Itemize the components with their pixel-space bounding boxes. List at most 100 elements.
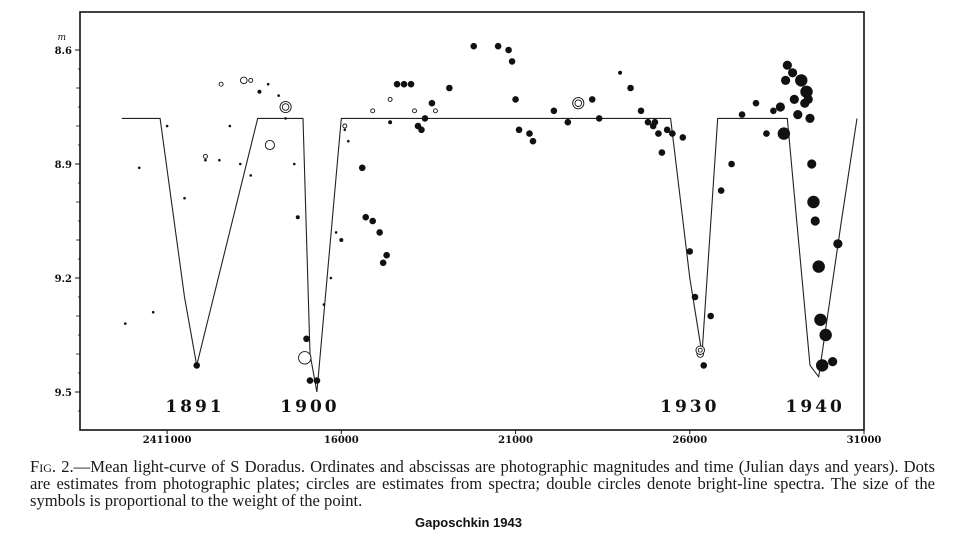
data-point-dot (669, 130, 676, 137)
data-point-dot (777, 127, 791, 140)
data-point-dot (407, 80, 415, 88)
data-point-dot (383, 251, 390, 259)
data-point-dot (505, 46, 512, 54)
data-point-double-circle-inner (281, 103, 290, 111)
figure-caption: Fig. 2.—Mean light-curve of S Doradus. O… (30, 458, 935, 509)
data-point-dot (515, 126, 523, 134)
data-point-circle (342, 123, 348, 129)
data-point-dot (833, 239, 843, 249)
credit-label: Gaposchkin 1943 (415, 515, 522, 530)
data-point-dot (334, 231, 338, 234)
axis-ticks-layer: 2411000 16000 21000 26000 31000 8.6 8.9 9.2 9.5 m (55, 33, 882, 446)
data-point-dot (595, 115, 603, 122)
data-point-dot (418, 126, 425, 134)
data-point-dot (707, 312, 714, 320)
data-point-double-circle-inner (574, 99, 583, 107)
data-point-dot (782, 60, 792, 70)
data-point-dot (738, 111, 746, 118)
data-point-dot (700, 362, 708, 369)
year-label: 1940 (786, 397, 845, 417)
data-point-dot (588, 96, 596, 103)
data-point-dot (151, 310, 155, 314)
data-point-dot (512, 96, 519, 103)
data-point-dot (421, 115, 429, 122)
data-point-dot (204, 158, 207, 162)
data-point-dot (655, 130, 662, 137)
data-point-dot (752, 99, 760, 107)
data-point-circle (370, 108, 376, 114)
data-point-dot (277, 94, 280, 97)
data-point-dot (249, 174, 253, 177)
data-point-dot (810, 216, 820, 226)
data-point-dot (183, 196, 186, 200)
data-point-dot (812, 260, 825, 273)
data-point-dot (446, 84, 453, 92)
data-point-dot (228, 124, 232, 128)
data-point-dot (306, 377, 314, 384)
data-point-dot (379, 259, 387, 267)
data-point-circle (240, 76, 248, 85)
data-point-circle (264, 139, 275, 151)
year-label: 1891 (165, 397, 224, 417)
data-point-dot (362, 213, 370, 221)
data-point-dot (679, 134, 687, 141)
data-point-dot (358, 164, 366, 172)
mean-light-curve (121, 117, 858, 393)
data-point-circle (298, 351, 312, 365)
data-point-dot (663, 126, 671, 134)
data-point-dot (329, 276, 333, 280)
y-unit-label: m (57, 33, 66, 43)
mean-curve-layer (121, 117, 858, 393)
x-tick-label: 21000 (498, 435, 533, 446)
data-point-dot (803, 94, 813, 104)
data-point-dot (193, 362, 201, 369)
data-point-dot (651, 118, 659, 126)
data-point-dot (295, 215, 300, 220)
y-tick-label: 8.9 (55, 160, 72, 171)
data-point-circle (218, 81, 224, 87)
data-point-dot (789, 94, 799, 104)
data-point-dot (728, 160, 735, 168)
data-point-dot (526, 130, 533, 137)
x-tick-label: 26000 (672, 435, 707, 446)
data-point-circle (202, 153, 208, 159)
data-points-layer (123, 42, 843, 384)
data-point-dot (165, 124, 169, 128)
data-point-dot (376, 229, 383, 236)
data-point-dot (393, 80, 401, 88)
data-point-dot (781, 75, 791, 85)
data-point-dot (815, 359, 829, 372)
data-point-dot (343, 128, 347, 132)
y-tick-label: 9.5 (55, 388, 72, 399)
y-tick-label: 9.2 (55, 274, 72, 285)
y-tick-label: 8.6 (55, 46, 72, 57)
data-point-dot (339, 238, 344, 242)
x-tick-label: 16000 (324, 435, 359, 446)
light-curve-chart: 2411000 16000 21000 26000 31000 8.6 8.9 9.2 9.5 m… (55, 11, 882, 446)
data-point-dot (266, 82, 270, 86)
data-point-dot (627, 84, 634, 92)
data-point-dot (550, 107, 558, 115)
data-point-dot (428, 99, 436, 107)
data-point-dot (388, 120, 393, 125)
data-point-dot (775, 102, 785, 112)
data-point-dot (807, 195, 820, 209)
data-point-dot (238, 162, 242, 166)
data-point-dot (800, 85, 813, 99)
data-point-dot (717, 187, 725, 194)
data-point-dot (508, 58, 516, 65)
data-point-dot (787, 68, 798, 78)
data-point-circle (412, 108, 417, 114)
data-point-circle (432, 108, 438, 114)
data-point-dot (303, 335, 310, 343)
data-point-double-circle-inner (697, 347, 703, 353)
x-tick-label: 2411000 (143, 435, 192, 446)
year-label: 1930 (660, 397, 719, 417)
data-point-double-circle (279, 100, 292, 114)
data-point-dot (257, 89, 262, 94)
data-point-dot (618, 70, 623, 75)
caption-text: —Mean light-curve of S Doradus. Ordinate… (30, 457, 935, 510)
data-point-dot (284, 117, 287, 120)
data-point-dot (763, 130, 770, 137)
data-point-dot (819, 328, 832, 342)
